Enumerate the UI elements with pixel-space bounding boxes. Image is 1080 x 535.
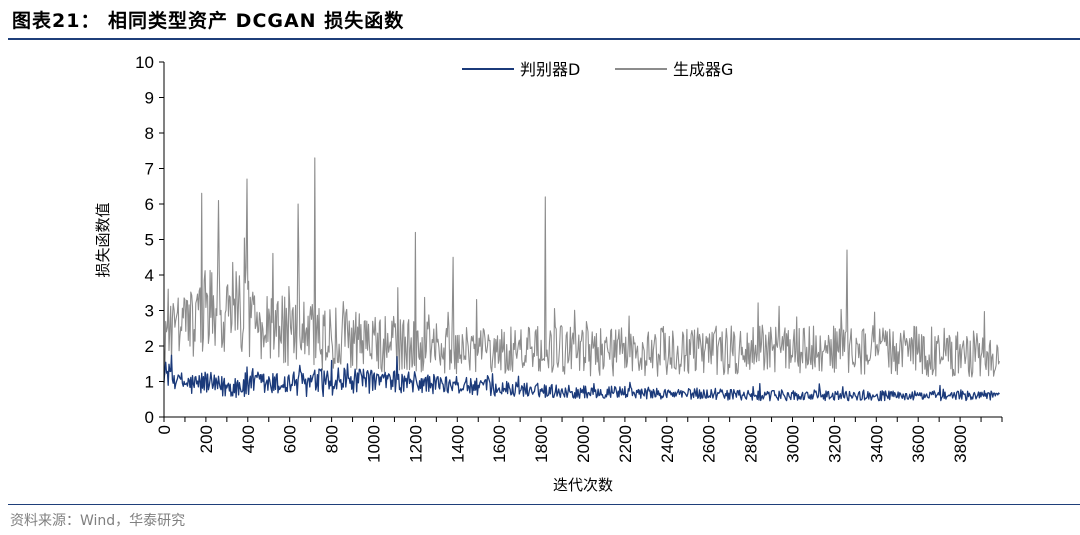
legend: 判别器D 生成器G: [462, 60, 733, 79]
x-tick-label: 1800: [532, 425, 551, 463]
y-tick-label: 9: [145, 89, 154, 108]
x-tick-label: 400: [239, 425, 258, 453]
source-note: 资料来源：Wind，华泰研究: [10, 513, 186, 529]
x-tick-label: 2600: [700, 425, 719, 463]
series-line-generator: [163, 157, 1001, 378]
y-axis-title: 损失函数值: [94, 202, 112, 277]
y-tick-label: 0: [145, 408, 154, 427]
x-tick-label: 3600: [909, 425, 928, 463]
y-tick-label: 7: [145, 160, 154, 179]
plot-series: [163, 157, 1001, 402]
x-tick-label: 1200: [406, 425, 425, 463]
source-rule: [8, 504, 1080, 505]
x-tick-label: 3000: [784, 425, 803, 463]
x-tick-label: 0: [155, 425, 174, 434]
x-axis-title: 迭代次数: [553, 476, 613, 494]
x-tick-label: 800: [323, 425, 342, 453]
y-tick-label: 10: [135, 53, 154, 72]
axes: 0 1 2 3 4 5 6 7 8 9 10 0 200 400 600 800 1000 1200 1400 160…: [135, 53, 1003, 463]
figure-title: 图表21： 相同类型资产 DCGAN 损失函数: [12, 10, 405, 32]
x-tick-label: 3200: [825, 425, 844, 463]
y-tick-label: 3: [145, 302, 154, 321]
y-tick-label: 5: [145, 231, 154, 250]
x-tick-label: 2200: [616, 425, 635, 463]
x-tick-label: 2400: [658, 425, 677, 463]
x-tick-label: 1000: [365, 425, 384, 463]
y-tick-label: 1: [145, 373, 154, 392]
x-tick-label: 2800: [742, 425, 761, 463]
y-tick-label: 4: [145, 266, 154, 285]
y-tick-label: 8: [145, 124, 154, 143]
x-tick-label: 3400: [867, 425, 886, 463]
y-tick-label: 2: [145, 337, 154, 356]
x-tick-label: 3800: [951, 425, 970, 463]
x-tick-label: 200: [197, 425, 216, 453]
x-tick-label: 600: [281, 425, 300, 453]
y-tick-label: 6: [145, 195, 154, 214]
x-tick-label: 1600: [490, 425, 509, 463]
series-line-discriminator: [163, 354, 1000, 402]
x-tick-label: 2000: [574, 425, 593, 463]
x-tick-label: 1400: [448, 425, 467, 463]
title-rule: [8, 38, 1080, 40]
legend-item-discriminator: 判别器D: [520, 60, 580, 79]
legend-item-generator: 生成器G: [673, 60, 733, 79]
